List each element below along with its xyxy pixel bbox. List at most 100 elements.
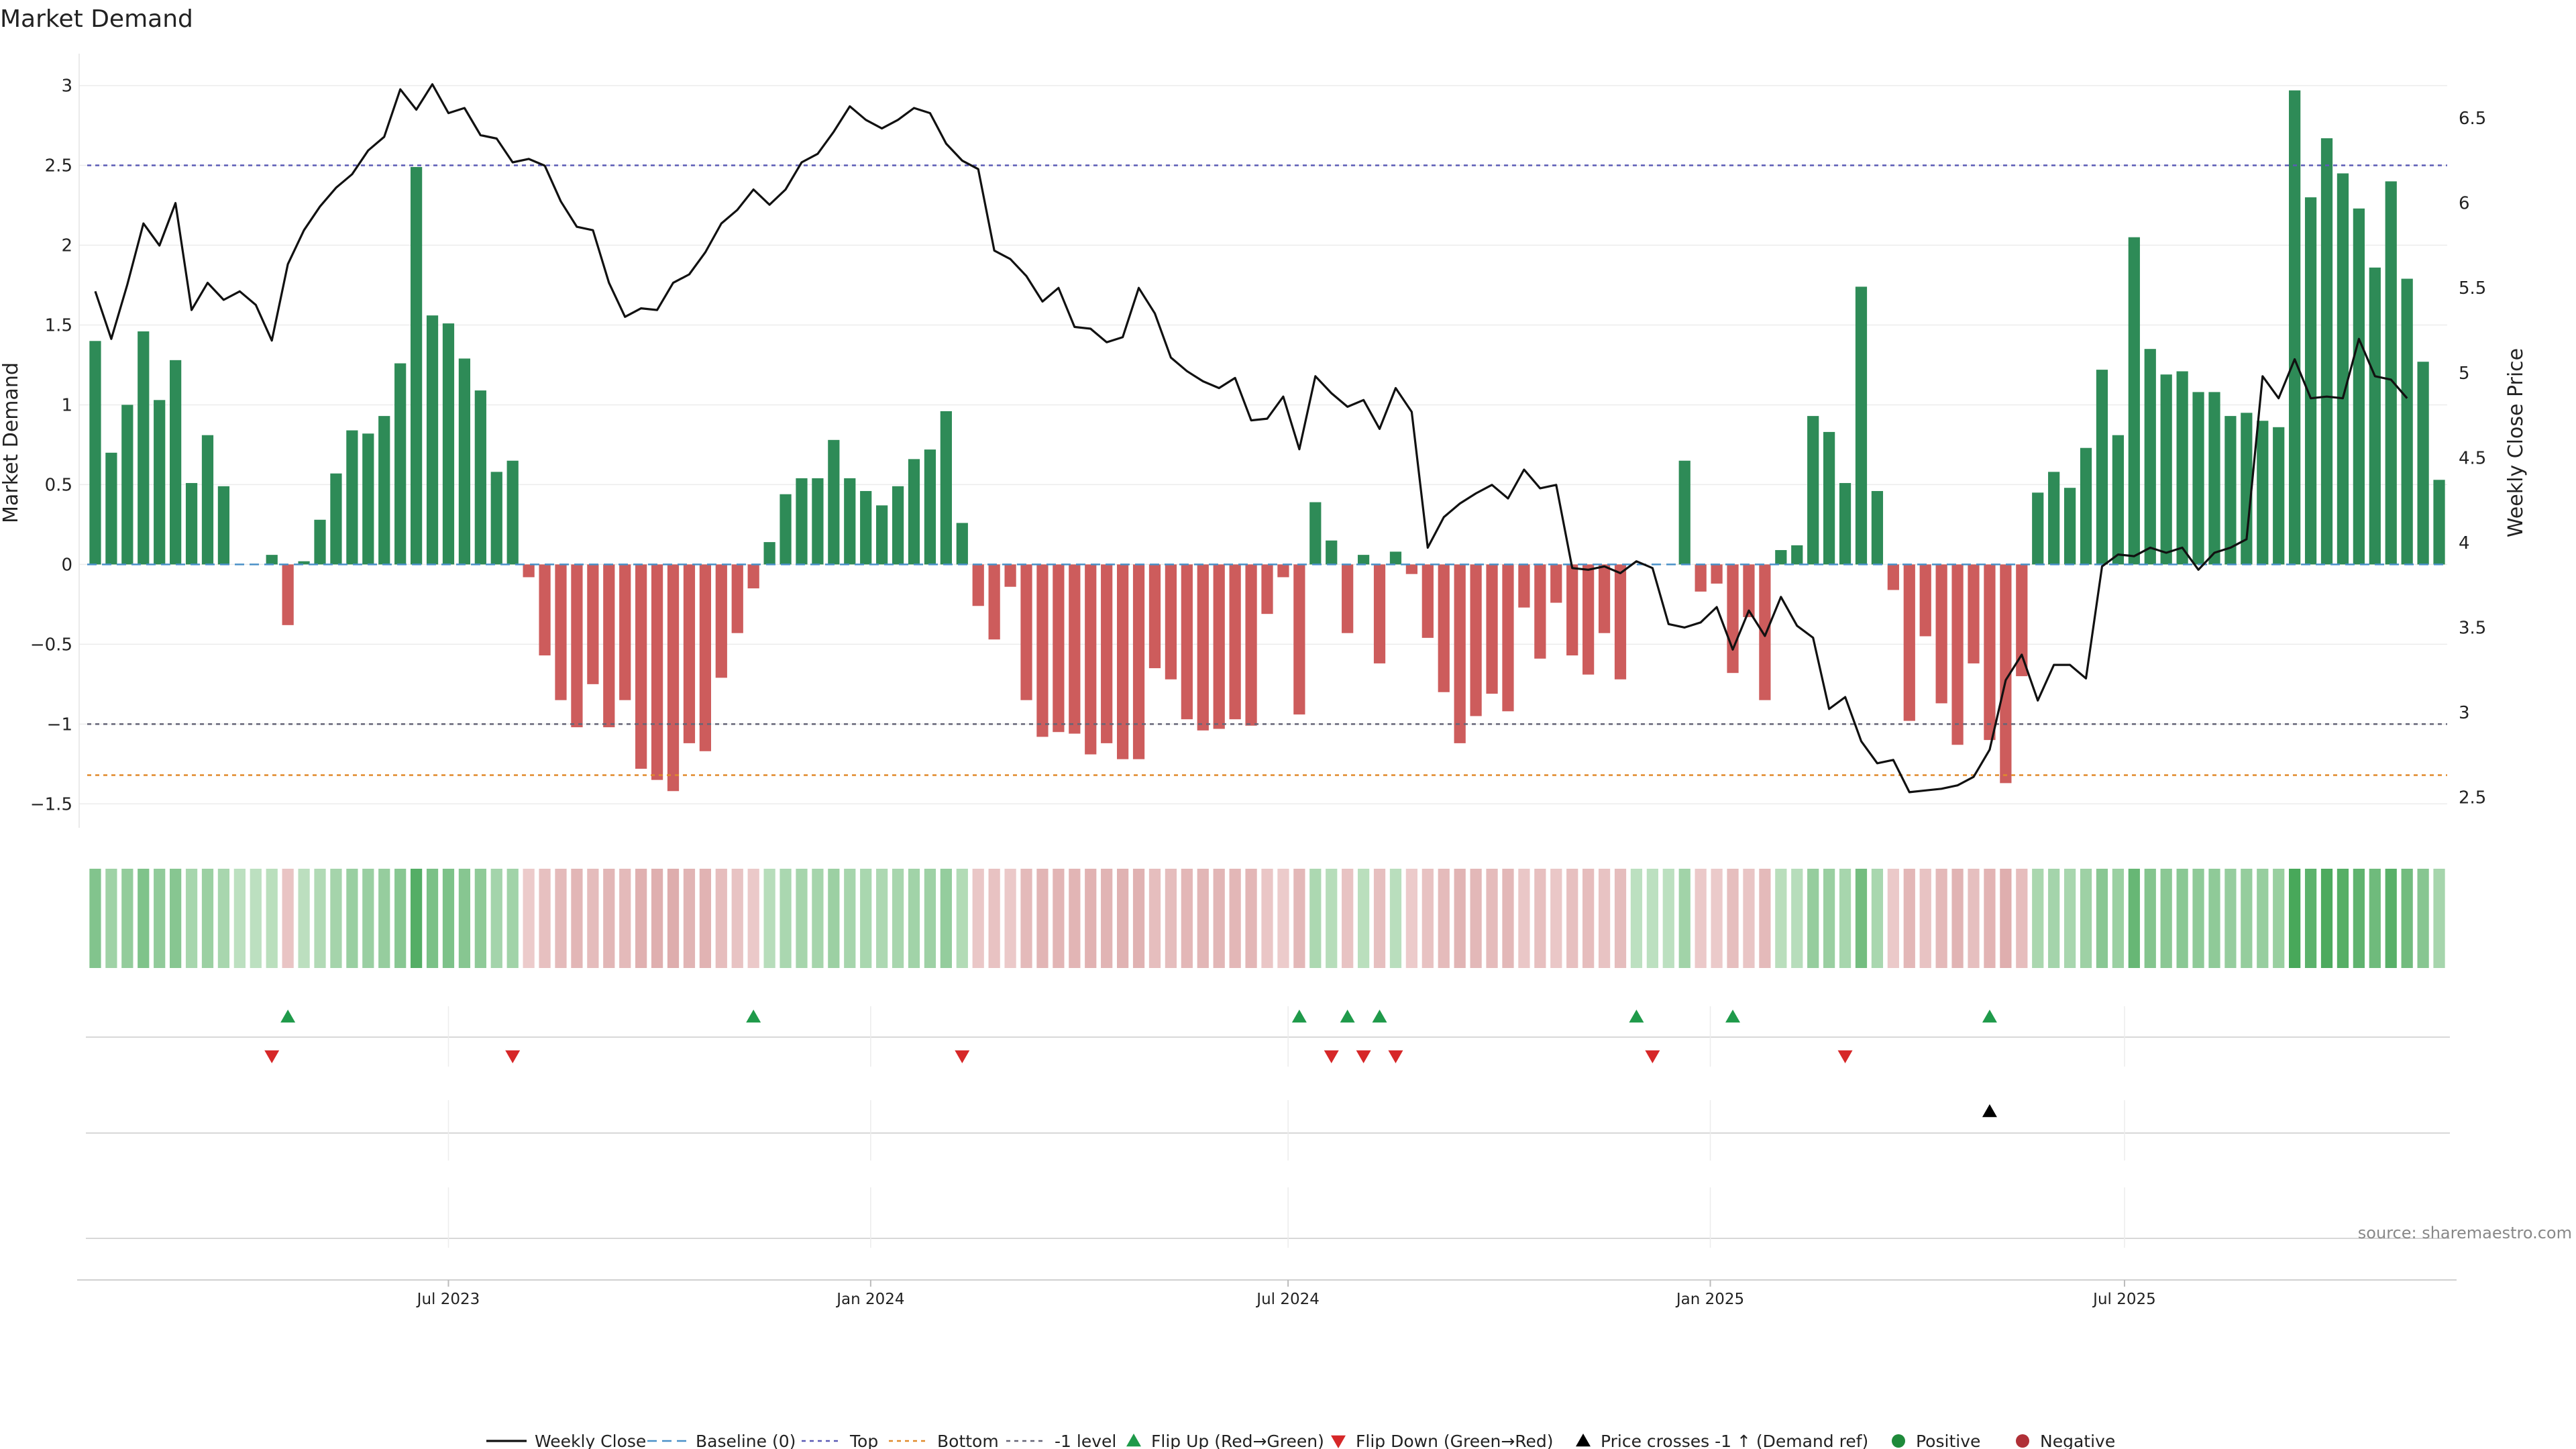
demand-bar-positive (1791, 545, 1803, 565)
demand-bar-positive (89, 341, 101, 565)
heat-cell (266, 869, 278, 968)
demand-bar-positive (154, 400, 166, 565)
heat-cell (587, 869, 599, 968)
heat-cell (1326, 869, 1338, 968)
heat-cell (282, 869, 294, 968)
heat-cell (426, 869, 439, 968)
demand-bar-positive (924, 449, 936, 565)
demand-bar-negative (1373, 564, 1386, 663)
heat-cell (956, 869, 968, 968)
demand-bar-negative (523, 564, 535, 578)
heat-cell (1807, 869, 1819, 968)
heat-cell (217, 869, 230, 968)
demand-bar-positive (1839, 483, 1851, 565)
x-tick-label: Jan 2024 (835, 1291, 904, 1308)
heat-cell (1277, 869, 1289, 968)
heat-cell (2433, 869, 2445, 968)
demand-bar-positive (490, 472, 502, 565)
heat-cell (780, 869, 792, 968)
heat-cell (683, 869, 696, 968)
demand-bar-positive (812, 478, 824, 565)
heat-cell (1951, 869, 1964, 968)
heat-cell (1069, 869, 1081, 968)
flip-down-marker (1356, 1050, 1371, 1063)
heat-cell (1502, 869, 1514, 968)
heat-cell (1148, 869, 1161, 968)
heat-cell (1968, 869, 1980, 968)
demand-bar-positive (105, 452, 117, 565)
legend: Weekly Close Baseline (0) Top Bottom -1 leve… (486, 1432, 2115, 1449)
demand-bar-negative (1582, 564, 1595, 675)
heat-cell (2208, 869, 2220, 968)
legend-label: Flip Down (Green→Red) (1356, 1432, 1554, 1449)
demand-bar-positive (2112, 435, 2125, 565)
demand-bar-negative (1534, 564, 1546, 659)
demand-bar-positive (828, 439, 840, 565)
demand-bar-negative (1903, 564, 1915, 721)
heat-cell (1566, 869, 1578, 968)
legend-swatch-circle (2016, 1434, 2029, 1448)
demand-bar-positive (2032, 492, 2044, 565)
demand-bar-positive (908, 459, 920, 565)
heat-cell (1181, 869, 1193, 968)
heat-cell (876, 869, 888, 968)
legend-label: Baseline (0) (696, 1432, 796, 1449)
heat-cell (121, 869, 133, 968)
demand-bar-positive (2369, 267, 2381, 565)
demand-bar-positive (2080, 447, 2092, 565)
heat-cell (138, 869, 150, 968)
y-tick-label-left: −0.5 (30, 635, 72, 655)
demand-bar-negative (1502, 564, 1514, 712)
y-axis-label-right: Weekly Close Price (2504, 348, 2528, 537)
demand-bar-positive (362, 433, 374, 565)
demand-bar-negative (1148, 564, 1161, 669)
heat-cell (651, 869, 663, 968)
demand-bar-positive (458, 358, 471, 565)
axes: −1.5 −1 −0.5 0 0.5 1 1.5 2 2.5 3 2.5 3 3.5 4 4.5 5 5.5 6 6… (30, 54, 2486, 1308)
flip-up-marker (1291, 1010, 1307, 1023)
weekly-close-series (94, 83, 2408, 794)
demand-bar-positive (2385, 181, 2397, 565)
heat-cell (1582, 869, 1595, 968)
heat-cell (2385, 869, 2397, 968)
heat-cell (1373, 869, 1386, 968)
demand-bar-positive (1309, 502, 1322, 565)
demand-bar-positive (2257, 421, 2269, 565)
demand-bar-negative (1213, 564, 1225, 729)
demand-bar-positive (2096, 370, 2108, 565)
demand-bar-negative (1935, 564, 1947, 704)
demand-bar-negative (1486, 564, 1498, 694)
demand-bar-negative (1454, 564, 1466, 743)
demand-bar-positive (378, 416, 390, 565)
demand-bar-positive (2063, 488, 2076, 565)
heat-cell (346, 869, 358, 968)
demand-bar-positive (442, 323, 455, 565)
flip-down-marker (1324, 1050, 1339, 1063)
heat-cell (2063, 869, 2076, 968)
heat-cell (185, 869, 198, 968)
flip-down-marker (1837, 1050, 1853, 1063)
heat-cell (940, 869, 952, 968)
legend-swatch-circle (1892, 1434, 1905, 1448)
demand-bar-negative (1020, 564, 1032, 700)
heat-cell (1342, 869, 1354, 968)
demand-bar-negative (683, 564, 696, 743)
heat-cell (988, 869, 1000, 968)
heat-cell (828, 869, 840, 968)
heat-cell (1213, 869, 1225, 968)
heat-cell (1759, 869, 1771, 968)
heat-cell (1053, 869, 1065, 968)
price-cross-marker (1982, 1104, 1997, 1118)
x-tick-label: Jan 2025 (1675, 1291, 1744, 1308)
heat-cell (2337, 869, 2349, 968)
demand-bar-positive (426, 315, 439, 565)
demand-bar-positive (2401, 278, 2413, 565)
heat-cell (2128, 869, 2140, 968)
heat-cell (2417, 869, 2429, 968)
demand-bar-positive (844, 478, 856, 565)
legend-label: Negative (2040, 1432, 2115, 1449)
heat-cell (298, 869, 310, 968)
demand-bar-negative (571, 564, 583, 728)
demand-bar-negative (1919, 564, 1931, 637)
